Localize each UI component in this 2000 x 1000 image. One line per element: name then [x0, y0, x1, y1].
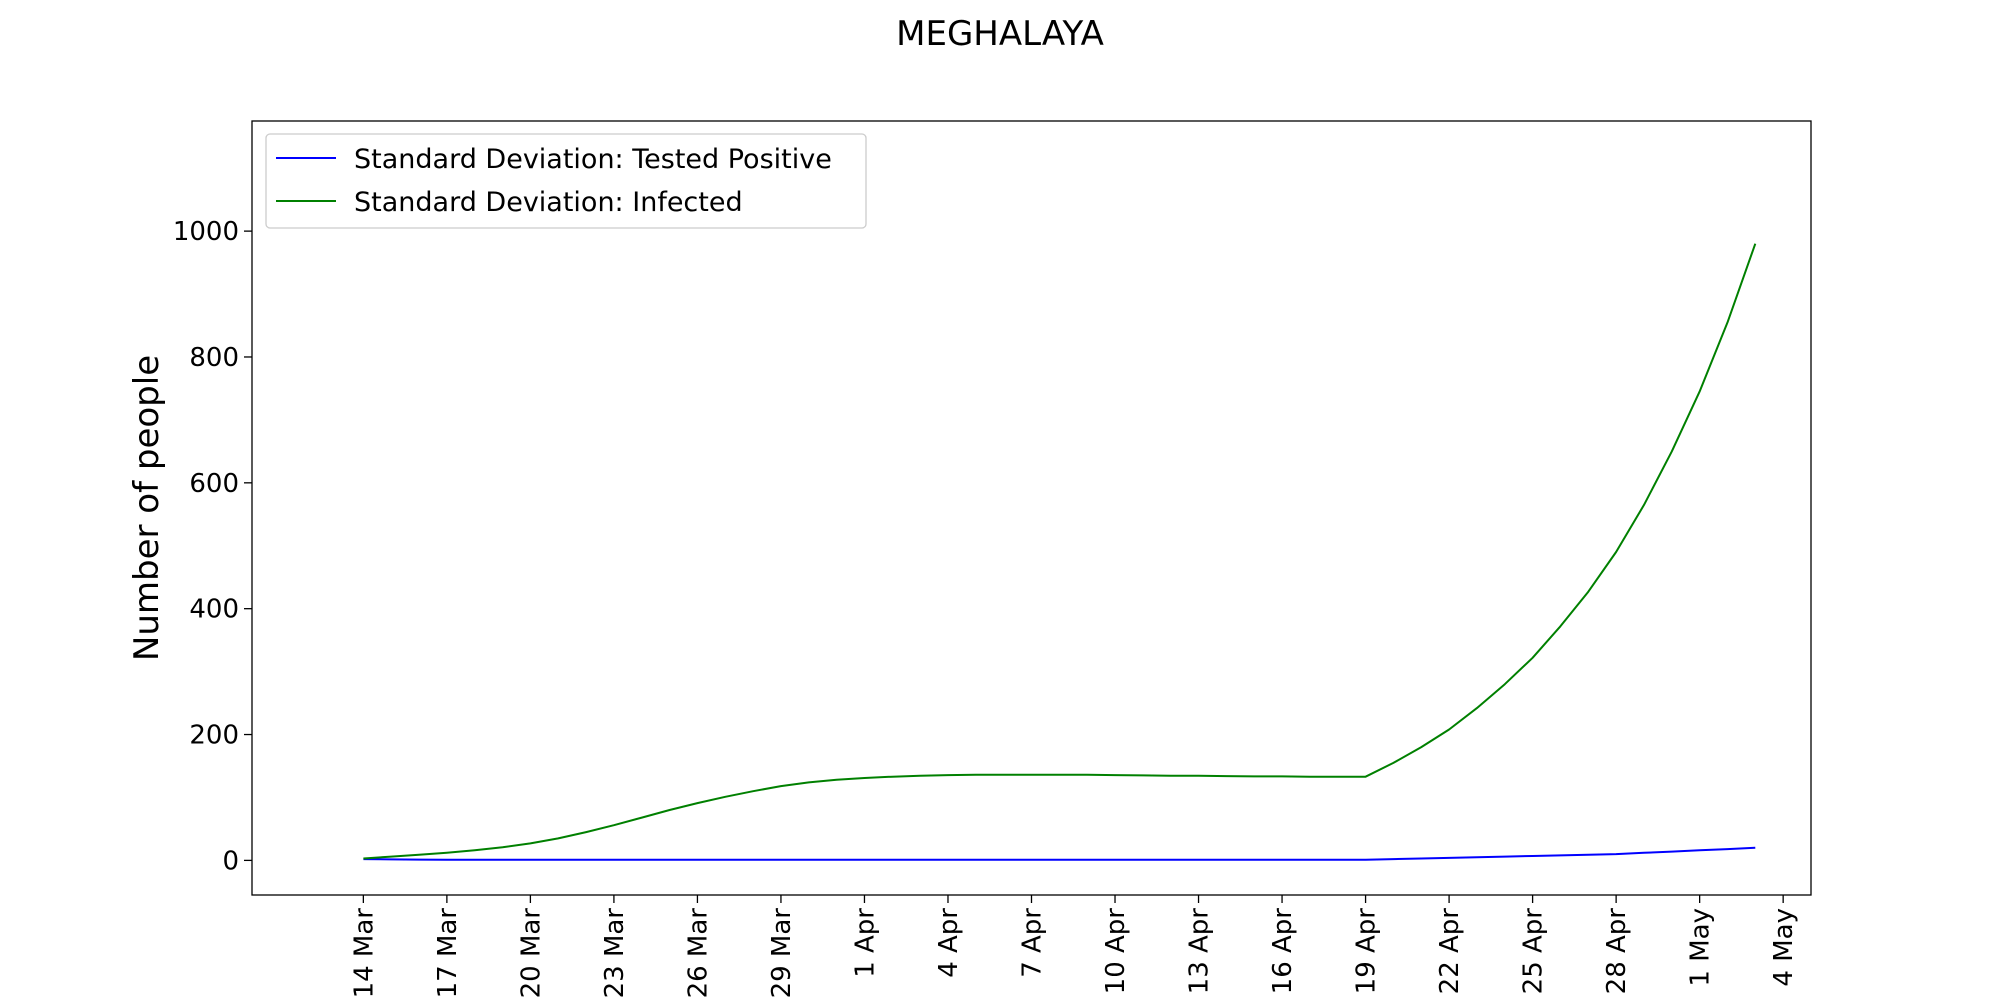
- y-tick-label: 1000: [173, 217, 239, 247]
- series-lines: [363, 243, 1757, 861]
- plot-area-frame: [251, 120, 1812, 896]
- y-axis-label: Number of people: [127, 355, 167, 661]
- series-line-standard-deviation-tested-positive: [363, 846, 1756, 861]
- y-tick-label: 800: [189, 343, 239, 373]
- x-tick-label: 14 Mar: [349, 908, 379, 999]
- y-tick-label: 0: [222, 846, 239, 876]
- x-tick-label: 25 Apr: [1519, 908, 1549, 995]
- x-axis: 14 Mar 17 Mar 20 Mar 23 Mar 26 Mar 29 Mar 1 Ap…: [349, 895, 1799, 998]
- x-tick-label: 19 Apr: [1352, 908, 1382, 995]
- x-tick-label: 16 Apr: [1268, 908, 1298, 995]
- legend-label-infected: Standard Deviation: Infected: [354, 187, 743, 218]
- x-tick-label: 1 May: [1686, 908, 1716, 987]
- legend-label-tested-positive: Standard Deviation: Tested Positive: [354, 144, 832, 175]
- x-tick-label: 7 Apr: [1018, 908, 1048, 978]
- x-tick-label: 23 Mar: [600, 908, 630, 999]
- legend: Standard Deviation: Tested Positive Stan…: [265, 133, 867, 229]
- x-tick-label: 10 Apr: [1101, 908, 1131, 995]
- y-axis: 0 200 400 600 800 1000: [173, 217, 252, 876]
- y-tick-label: 200: [189, 721, 239, 751]
- x-tick-label: 1 Apr: [850, 908, 880, 978]
- x-tick-label: 4 Apr: [934, 908, 964, 978]
- y-tick-label: 400: [189, 595, 239, 625]
- x-tick-label: 22 Apr: [1435, 908, 1465, 995]
- x-tick-label: 4 May: [1769, 908, 1799, 987]
- x-tick-label: 28 Apr: [1602, 908, 1632, 995]
- x-tick-label: 13 Apr: [1185, 908, 1215, 995]
- legend-box: [265, 133, 867, 229]
- x-tick-label: 29 Mar: [767, 908, 797, 999]
- x-tick-label: 26 Mar: [683, 908, 713, 999]
- x-tick-label: 20 Mar: [516, 908, 546, 999]
- chart-title: MEGHALAYA: [896, 14, 1104, 54]
- x-tick-label: 17 Mar: [433, 908, 463, 999]
- series-line-standard-deviation-infected: [363, 243, 1757, 860]
- y-tick-label: 600: [189, 469, 239, 499]
